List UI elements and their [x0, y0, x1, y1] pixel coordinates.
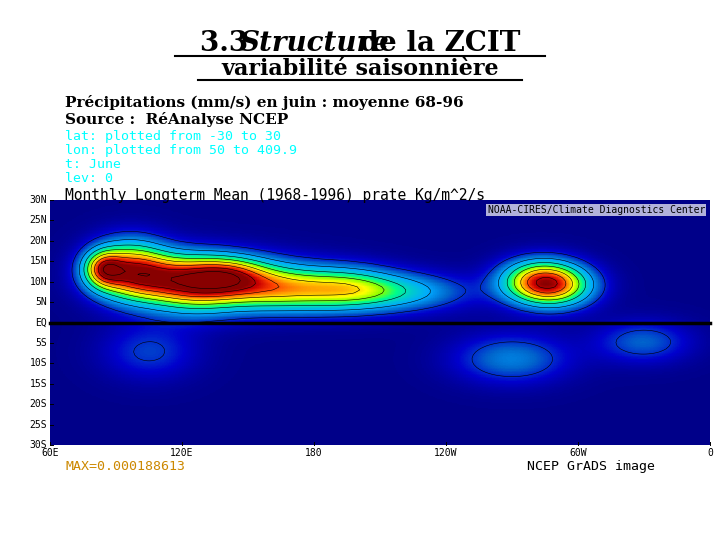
Text: t: June: t: June	[65, 158, 121, 171]
Text: 30N: 30N	[30, 195, 47, 205]
Text: Structure: Structure	[240, 30, 390, 57]
Text: 120W: 120W	[434, 448, 458, 458]
Text: Source :  RéAnalyse NCEP: Source : RéAnalyse NCEP	[65, 112, 288, 127]
Text: 25S: 25S	[30, 420, 47, 430]
Text: 3.3: 3.3	[200, 30, 258, 57]
Text: 60W: 60W	[570, 448, 587, 458]
Text: NCEP GrADS image: NCEP GrADS image	[527, 460, 655, 473]
Text: NOAA-CIRES/Climate Diagnostics Center: NOAA-CIRES/Climate Diagnostics Center	[487, 205, 705, 215]
Text: Monthly Longterm Mean (1968-1996) prate Kg/m^2/s: Monthly Longterm Mean (1968-1996) prate …	[65, 188, 485, 203]
Text: 20S: 20S	[30, 399, 47, 409]
Text: Précipitations (mm/s) en juin : moyenne 68-96: Précipitations (mm/s) en juin : moyenne …	[65, 95, 464, 110]
Text: MAX=0.000188613: MAX=0.000188613	[65, 460, 185, 473]
Text: 180: 180	[305, 448, 323, 458]
Text: 10N: 10N	[30, 276, 47, 287]
Text: 5S: 5S	[35, 338, 47, 348]
Text: de la ZCIT: de la ZCIT	[350, 30, 521, 57]
Text: 25N: 25N	[30, 215, 47, 225]
Text: 20N: 20N	[30, 236, 47, 246]
Text: 0: 0	[707, 448, 713, 458]
Text: EQ: EQ	[35, 318, 47, 327]
Text: lev: 0: lev: 0	[65, 172, 113, 185]
Text: 5N: 5N	[35, 297, 47, 307]
Text: 15N: 15N	[30, 256, 47, 266]
Text: 15S: 15S	[30, 379, 47, 389]
Text: 30S: 30S	[30, 440, 47, 450]
Text: 60E: 60E	[41, 448, 59, 458]
Text: variabilité saisonnière: variabilité saisonnière	[221, 58, 499, 80]
Text: 10S: 10S	[30, 359, 47, 368]
Text: 120E: 120E	[170, 448, 194, 458]
Bar	[50, 200, 710, 445]
Text: lon: plotted from 50 to 409.9: lon: plotted from 50 to 409.9	[65, 144, 297, 157]
Text: lat: plotted from -30 to 30: lat: plotted from -30 to 30	[65, 130, 281, 143]
